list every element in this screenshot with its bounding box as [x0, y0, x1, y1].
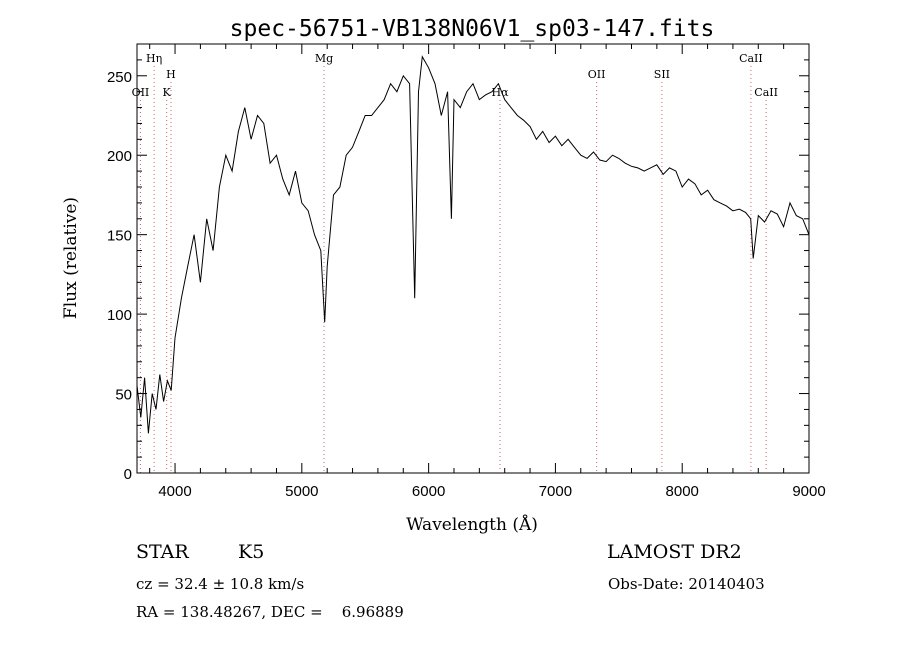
- x-axis-label: Wavelength (Å): [406, 514, 538, 535]
- line-marker-label: SII: [654, 68, 670, 81]
- x-tick-label: 4000: [158, 483, 191, 500]
- x-tick-label: 5000: [285, 483, 318, 500]
- x-tick-label: 9000: [792, 483, 825, 500]
- line-marker-label: H: [166, 68, 176, 81]
- object-type: STAR: [136, 541, 189, 563]
- axes: 4000 5000 6000 7000 8000 9000 0 50 100 150 200 250: [107, 44, 826, 500]
- y-tick-label: 100: [107, 307, 132, 324]
- spectrum-chart: spec-56751-VB138N06V1_sp03-147.fits Hη OI…: [61, 16, 826, 535]
- x-tick-label: 8000: [666, 483, 699, 500]
- spectral-line-markers: Hη OII HK Mg Hα OII SII CaII CaII: [132, 52, 778, 473]
- y-tick-label: 250: [107, 69, 132, 86]
- y-tick-label: 200: [107, 148, 132, 165]
- x-tick-label: 7000: [539, 483, 572, 500]
- y-tick-label: 50: [115, 387, 132, 404]
- spectrum-line: [136, 55, 810, 434]
- plot-frame: [136, 43, 810, 474]
- y-axis-label: Flux (relative): [61, 197, 81, 319]
- object-subclass: K5: [238, 541, 265, 563]
- survey-name: LAMOST DR2: [607, 541, 742, 563]
- chart-title: spec-56751-VB138N06V1_sp03-147.fits: [230, 16, 715, 42]
- line-marker-label: Hη: [146, 52, 162, 65]
- line-marker-label: OII: [588, 68, 606, 81]
- line-marker-label: Mg: [315, 52, 333, 65]
- line-marker-label: Hα: [491, 86, 509, 99]
- sky-coordinates: RA = 138.48267, DEC = 6.96889: [136, 603, 404, 621]
- y-tick-label: 150: [107, 228, 132, 245]
- line-marker-label: OII: [132, 86, 150, 99]
- line-marker-label: K: [163, 86, 172, 99]
- y-tick-label: 0: [124, 466, 132, 483]
- x-tick-label: 6000: [412, 483, 445, 500]
- observation-date: Obs-Date: 20140403: [608, 575, 765, 593]
- line-marker-label: CaII: [739, 52, 763, 65]
- redshift-velocity: cz = 32.4 ± 10.8 km/s: [136, 575, 305, 593]
- line-marker-label: CaII: [754, 86, 778, 99]
